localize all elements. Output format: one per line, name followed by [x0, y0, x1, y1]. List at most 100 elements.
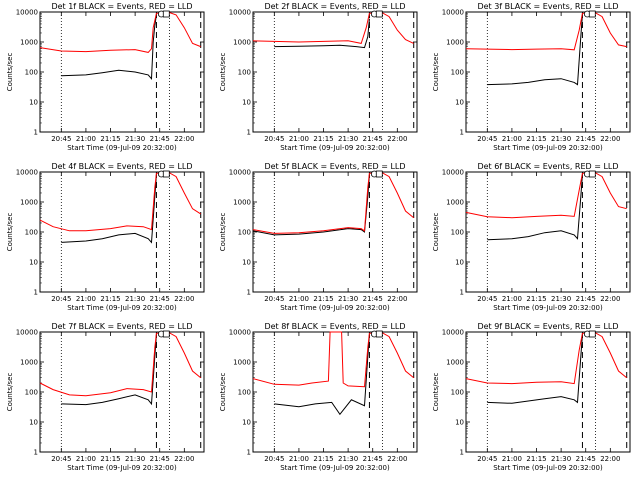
x-tick-label: 21:15	[526, 455, 546, 463]
square-marker	[162, 10, 170, 18]
y-axis-label: Counts/sec	[219, 53, 227, 92]
y-tick-label: 1000	[446, 39, 464, 47]
square-marker	[588, 330, 596, 338]
chart-panel-3: Det 3f BLACK = Events, RED = LLD 1 10 100 10…	[432, 2, 631, 152]
chart-title: Det 7f BLACK = Events, RED = LLD	[51, 322, 192, 331]
y-tick-label: 1	[34, 449, 38, 457]
x-tick-label: 21:00	[502, 295, 522, 303]
x-tick-label: 21:30	[338, 455, 358, 463]
x-tick-label: 21:00	[76, 135, 96, 143]
lld-series-line	[39, 171, 201, 232]
x-axis-label: Start Time (09-Jul-09 20:32:00)	[493, 144, 603, 152]
x-axis-label: Start Time (09-Jul-09 20:32:00)	[67, 304, 177, 312]
x-tick-label: 21:30	[125, 295, 145, 303]
y-tick-label: 1	[247, 449, 251, 457]
events-series-line	[252, 174, 370, 236]
y-tick-label: 1000	[233, 39, 251, 47]
chart-title: Det 8f BLACK = Events, RED = LLD	[264, 322, 405, 331]
events-series-line	[487, 14, 583, 86]
y-axis-label: Counts/sec	[432, 213, 440, 252]
x-tick-label: 21:45	[363, 295, 383, 303]
x-tick-label: 21:45	[150, 295, 170, 303]
square-marker	[162, 170, 170, 178]
x-axis-label: Start Time (09-Jul-09 20:32:00)	[280, 304, 390, 312]
chart-panel-8: Det 8f BLACK = Events, RED = LLD 1 10 100 10…	[219, 322, 418, 472]
y-tick-label: 10	[29, 259, 38, 267]
x-tick-label: 21:15	[313, 135, 333, 143]
y-tick-label: 100	[238, 389, 251, 397]
square-marker	[375, 170, 383, 178]
x-tick-label: 20:45	[477, 295, 497, 303]
x-tick-label: 22:00	[387, 455, 407, 463]
x-tick-label: 22:00	[174, 295, 194, 303]
x-tick-label: 21:00	[289, 135, 309, 143]
x-tick-label: 21:45	[576, 135, 596, 143]
x-tick-label: 21:30	[338, 135, 358, 143]
plot-frame	[39, 171, 205, 293]
x-tick-label: 20:45	[477, 135, 497, 143]
y-tick-label: 1	[34, 289, 38, 297]
y-tick-label: 10000	[442, 9, 464, 17]
x-axis-label: Start Time (09-Jul-09 20:32:00)	[67, 144, 177, 152]
chart-title: Det 3f BLACK = Events, RED = LLD	[477, 2, 618, 11]
y-tick-label: 1	[34, 129, 38, 137]
y-tick-label: 1000	[446, 199, 464, 207]
x-tick-label: 22:00	[174, 135, 194, 143]
x-tick-label: 21:15	[100, 135, 120, 143]
x-tick-label: 22:00	[600, 295, 620, 303]
y-tick-label: 10	[242, 99, 251, 107]
y-axis-label: Counts/sec	[219, 213, 227, 252]
x-tick-label: 21:15	[526, 135, 546, 143]
chart-panel-5: Det 5f BLACK = Events, RED = LLD 1 10 100 10…	[219, 162, 418, 312]
y-tick-label: 1000	[233, 199, 251, 207]
x-tick-label: 21:45	[150, 455, 170, 463]
events-series-line	[487, 334, 583, 404]
y-tick-label: 1	[247, 289, 251, 297]
square-marker	[588, 10, 596, 18]
y-tick-label: 1000	[446, 359, 464, 367]
x-tick-label: 21:45	[576, 295, 596, 303]
y-tick-label: 1	[460, 129, 464, 137]
x-tick-label: 20:45	[51, 295, 71, 303]
plot-frame	[252, 171, 418, 293]
lld-series-line	[252, 171, 415, 234]
lld-series-line	[465, 171, 627, 219]
x-tick-label: 21:15	[313, 455, 333, 463]
events-series-line	[274, 334, 370, 416]
y-tick-label: 100	[451, 229, 464, 237]
plot-frame	[465, 11, 631, 133]
y-tick-label: 1	[247, 129, 251, 137]
lld-series-line	[252, 331, 415, 388]
y-tick-label: 1	[460, 289, 464, 297]
y-tick-label: 100	[451, 389, 464, 397]
x-tick-label: 22:00	[174, 455, 194, 463]
y-tick-label: 1000	[20, 39, 38, 47]
x-tick-label: 21:00	[289, 455, 309, 463]
plot-frame	[465, 331, 631, 453]
events-series-line	[61, 334, 157, 406]
x-axis-label: Start Time (09-Jul-09 20:32:00)	[280, 464, 390, 472]
y-tick-label: 10000	[229, 329, 251, 337]
plot-frame	[252, 11, 418, 133]
lld-series-line	[39, 11, 201, 53]
chart-panel-2: Det 2f BLACK = Events, RED = LLD 1 10 100 10…	[219, 2, 418, 152]
y-tick-label: 1	[460, 449, 464, 457]
x-tick-label: 20:45	[477, 455, 497, 463]
x-tick-label: 20:45	[51, 135, 71, 143]
x-tick-label: 22:00	[387, 295, 407, 303]
x-tick-label: 20:45	[264, 295, 284, 303]
chart-title: Det 1f BLACK = Events, RED = LLD	[51, 2, 192, 11]
y-tick-label: 10	[29, 419, 38, 427]
x-tick-label: 22:00	[600, 455, 620, 463]
x-axis-label: Start Time (09-Jul-09 20:32:00)	[67, 464, 177, 472]
y-tick-label: 10000	[442, 329, 464, 337]
y-axis-label: Counts/sec	[432, 53, 440, 92]
y-tick-label: 10000	[16, 9, 38, 17]
x-axis-label: Start Time (09-Jul-09 20:32:00)	[493, 464, 603, 472]
y-tick-label: 100	[25, 229, 38, 237]
lld-series-line	[465, 11, 627, 51]
y-tick-label: 1000	[20, 359, 38, 367]
events-series-line	[487, 174, 583, 241]
y-tick-label: 10000	[16, 329, 38, 337]
